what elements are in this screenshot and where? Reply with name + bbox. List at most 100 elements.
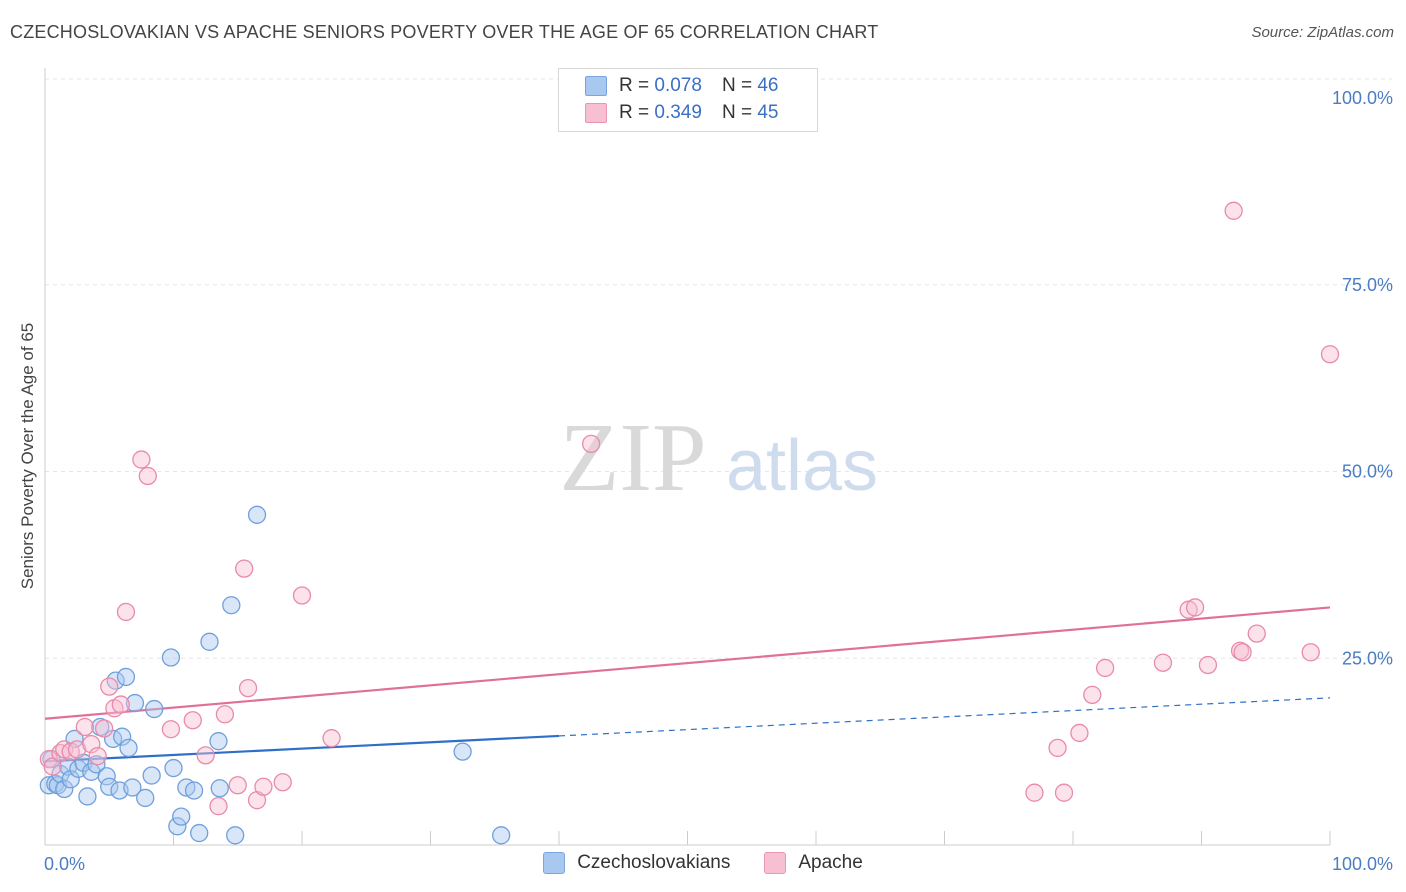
legend-r-label: R = [619,102,650,123]
data-point-czechoslovakians [226,826,245,845]
source-credit: Source: ZipAtlas.com [1251,24,1394,41]
series-swatch-apache [764,852,787,874]
data-point-czechoslovakians [100,777,119,796]
watermark-zip: ZIP [560,404,707,512]
data-point-czechoslovakians [209,732,228,751]
data-point-czechoslovakians [200,632,219,651]
data-point-apache [1320,345,1340,364]
data-point-apache [1095,658,1115,678]
data-point-czechoslovakians [190,823,209,843]
data-point-apache [67,740,87,759]
data-point-czechoslovakians [161,648,181,667]
data-point-czechoslovakians [78,787,97,806]
data-point-apache [116,602,136,622]
data-points [39,201,1340,845]
series-legend-label: Czechoslovakians [577,852,731,873]
data-point-apache [1025,783,1044,802]
trend-lines [44,606,1331,763]
data-point-apache [1233,643,1252,662]
data-point-apache [75,717,94,737]
data-point-czechoslovakians [51,764,70,784]
trend-extension-czechoslovakians [558,697,1331,737]
data-point-apache [1048,738,1067,758]
data-point-czechoslovakians [172,807,191,826]
data-point-apache [88,746,107,766]
legend: R = 0.078 N = 46 R = 0.349 N = 45 [558,68,818,132]
gridlines [45,78,1392,659]
data-point-czechoslovakians [119,738,138,758]
data-point-czechoslovakians [184,781,204,800]
legend-r-value: 0.078 [654,75,702,96]
legend-n-value: 45 [757,102,779,123]
legend-r-label: R = [619,75,650,96]
data-point-apache [1301,643,1320,662]
data-point-apache [292,586,312,605]
data-point-apache [100,677,119,696]
series-legend-label: Apache [798,852,863,873]
data-point-apache [254,777,273,796]
data-point-apache [196,746,215,765]
data-point-apache [228,776,247,795]
legend-swatch-czechoslovakians [585,76,607,96]
series-swatch-czechoslovakians [543,852,566,874]
legend-n-label: N = [721,75,753,96]
data-point-apache [1083,685,1102,705]
data-point-apache [43,757,62,776]
y-tick-label: 75.0% [1342,275,1393,295]
y-tick-label: 50.0% [1342,462,1393,482]
data-point-apache [273,773,292,792]
data-point-apache [235,559,254,578]
data-point-apache [161,720,181,739]
data-point-apache [1224,201,1243,220]
trend-line-apache [44,606,1331,720]
data-point-apache [209,797,228,816]
data-point-czechoslovakians [222,596,241,615]
data-point-apache [1070,723,1089,743]
data-point-czechoslovakians [136,788,155,808]
legend-swatch-apache [585,103,607,123]
data-point-czechoslovakians [125,693,145,713]
watermark-atlas: atlas [726,426,878,506]
data-point-czechoslovakians [210,779,229,798]
series-legend-apache[interactable]: Apache [764,852,863,874]
trend-line-czechoslovakians [44,734,560,763]
data-point-apache [183,711,202,730]
data-point-apache [1198,655,1218,675]
watermark: ZIP atlas [560,404,879,512]
tick-labels: 25.0% 50.0% 75.0% 100.0% 0.0% 100.0% [44,88,1393,874]
data-point-czechoslovakians [164,758,183,778]
data-point-apache [238,678,258,698]
data-point-apache [1247,624,1266,643]
data-point-apache [1153,653,1173,672]
data-point-apache [94,719,114,738]
y-tick-label: 25.0% [1342,648,1393,668]
x-tick-label: 100.0% [1332,854,1393,874]
data-point-apache [581,434,601,454]
data-point-apache [138,466,157,486]
series-legend-czechoslovakians[interactable]: Czechoslovakians [543,852,730,874]
data-point-apache [215,705,235,724]
data-point-czechoslovakians [145,699,164,719]
data-point-czechoslovakians [453,742,472,761]
data-point-czechoslovakians [97,767,116,786]
data-point-apache [1185,598,1205,617]
data-point-apache [111,695,130,714]
legend-n-label: N = [721,102,753,123]
series-legend: Czechoslovakians Apache [0,852,1406,874]
data-point-czechoslovakians [492,826,511,845]
legend-r-value: 0.349 [654,102,702,123]
data-point-czechoslovakians [112,727,132,746]
data-point-apache [322,729,341,748]
legend-row-czechoslovakians: R = 0.078 N = 46 [585,73,778,99]
y-tick-label: 100.0% [1332,88,1393,108]
data-point-czechoslovakians [142,766,161,785]
data-point-czechoslovakians [116,667,136,687]
data-point-czechoslovakians [247,505,267,524]
legend-n-value: 46 [757,75,779,96]
data-point-czechoslovakians [55,779,74,799]
data-point-czechoslovakians [168,817,187,836]
data-point-apache [1054,783,1074,802]
chart-title: CZECHOSLOVAKIAN VS APACHE SENIORS POVERT… [10,22,879,42]
legend-row-apache: R = 0.349 N = 45 [585,100,778,126]
